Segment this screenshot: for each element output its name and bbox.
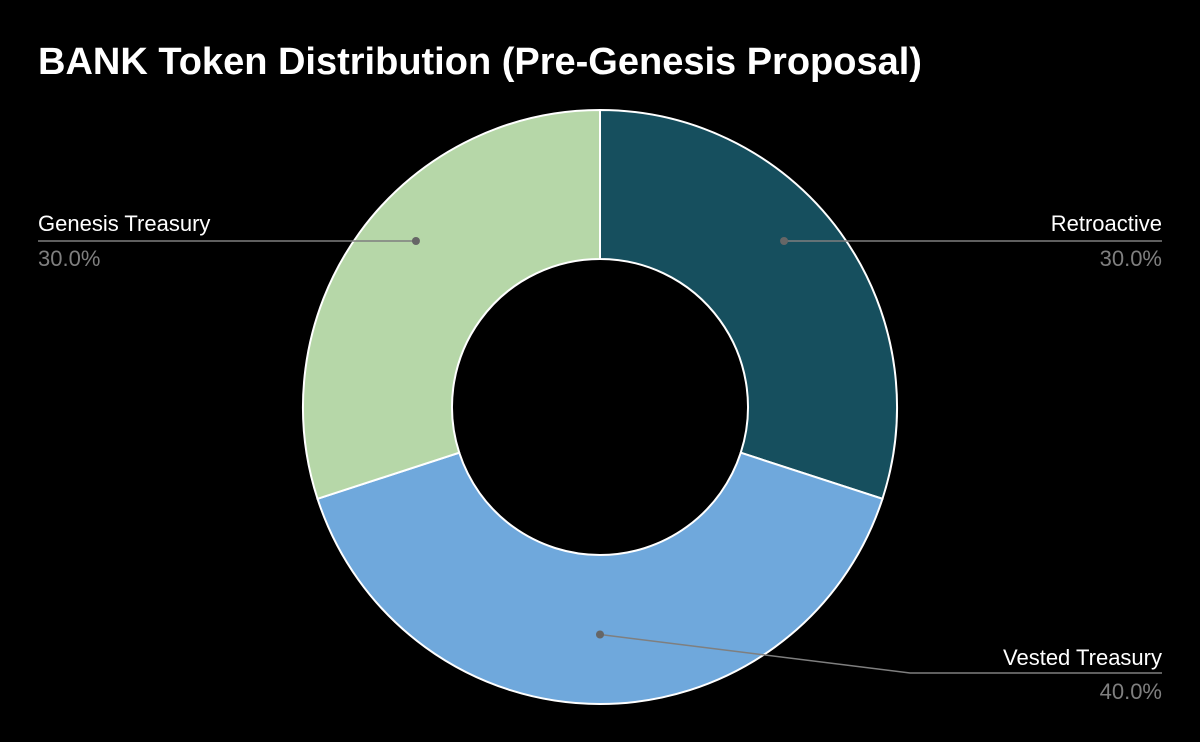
slice-label-genesis-treasury: Genesis Treasury xyxy=(38,211,210,236)
chart-slices xyxy=(302,108,898,706)
leader-dot-genesis-treasury xyxy=(411,237,420,245)
slice-label-retroactive: Retroactive xyxy=(1051,211,1162,236)
slice-percent-retroactive: 30.0% xyxy=(1100,246,1162,271)
slice-retroactive xyxy=(599,108,898,501)
slice-label-vested-treasury: Vested Treasury xyxy=(1003,645,1162,670)
slice-vested-treasury xyxy=(316,451,884,706)
chart-labels: Retroactive 30.0% Vested Treasury 40.0% Gene… xyxy=(38,211,1162,704)
leader-dot-vested-treasury xyxy=(596,630,604,639)
chart-title: BANK Token Distribution (Pre-Genesis Pro… xyxy=(38,41,922,83)
slice-percent-vested-treasury: 40.0% xyxy=(1100,679,1162,704)
slice-genesis-treasury xyxy=(302,108,601,501)
leader-dot-retroactive xyxy=(780,237,789,245)
slice-percent-genesis-treasury: 30.0% xyxy=(38,246,100,271)
leader-line-vested-treasury xyxy=(599,633,1162,674)
